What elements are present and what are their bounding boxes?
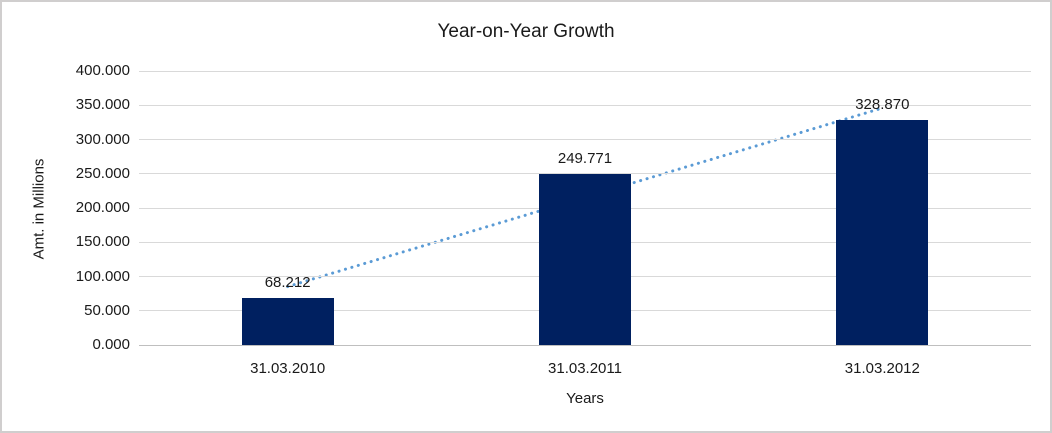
bar-31.03.2012 [836, 119, 929, 345]
x-axis-line [139, 344, 1031, 346]
x-tick-label: 31.03.2012 [844, 360, 920, 377]
data-label: 68.212 [264, 274, 311, 292]
data-label: 249.771 [557, 149, 613, 167]
x-axis-title: Years [566, 390, 604, 407]
x-tick-label: 31.03.2011 [548, 360, 622, 377]
x-tick-label: 31.03.2010 [250, 360, 326, 377]
y-tick-label: 250.000 [75, 164, 130, 182]
gridline [139, 70, 1031, 72]
y-tick-label: 300.000 [75, 130, 130, 148]
y-tick-label: 150.000 [75, 233, 130, 251]
data-label: 328.870 [855, 95, 910, 113]
gridline [139, 104, 1031, 106]
y-tick-label: 100.000 [75, 267, 130, 285]
bar-31.03.2010 [241, 298, 334, 345]
chart-title: Year-on-Year Growth [437, 21, 615, 42]
y-tick-label: 50.000 [84, 301, 130, 319]
y-tick-label: 200.000 [75, 199, 130, 216]
gridline [139, 139, 1031, 140]
bar-31.03.2011 [539, 173, 631, 345]
y-tick-label: 0.000 [92, 336, 130, 353]
y-tick-label: 400.000 [75, 62, 130, 79]
y-tick-label: 350.000 [75, 96, 130, 114]
gridline [139, 173, 1031, 175]
